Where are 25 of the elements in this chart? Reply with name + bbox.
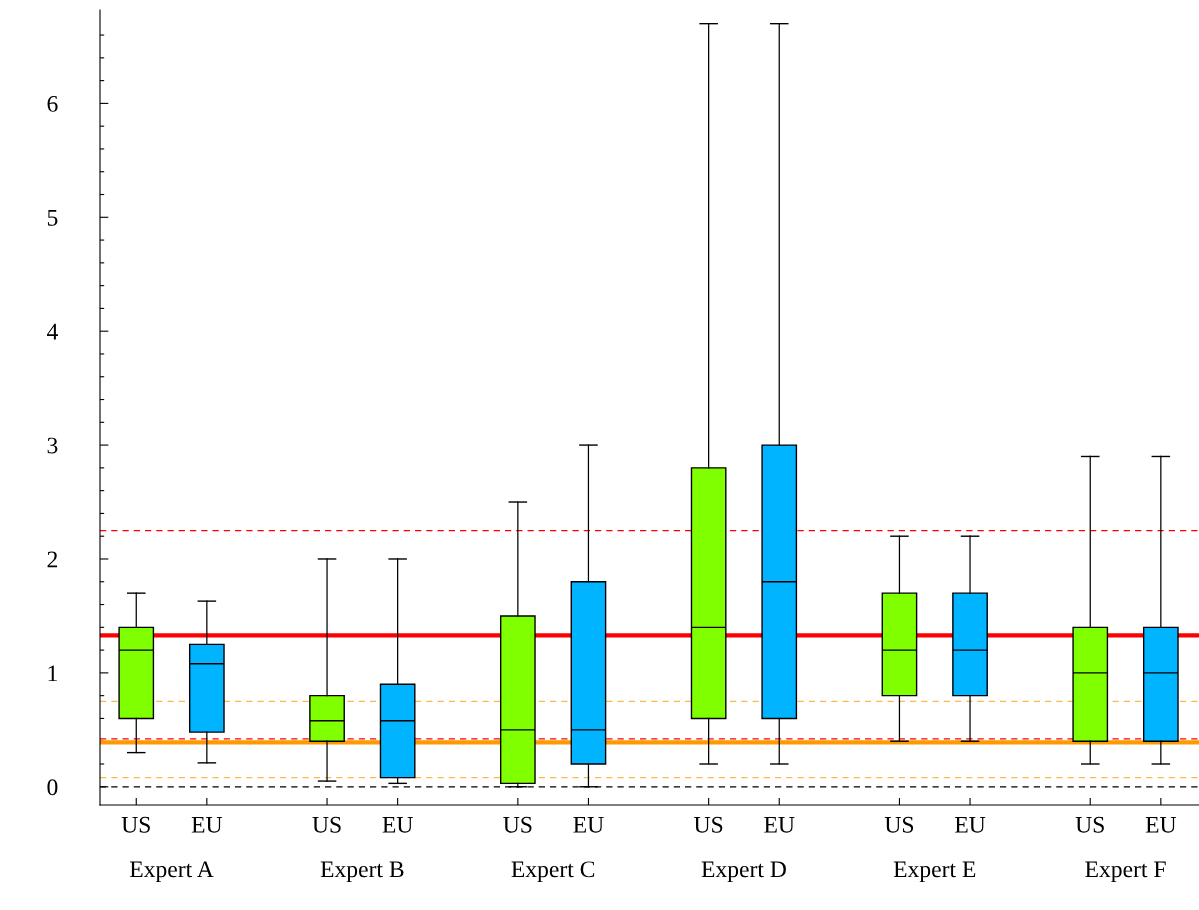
y-tick-label: 3 [47, 437, 58, 454]
text: US [312, 816, 341, 833]
text: EU [191, 817, 223, 833]
text: US [694, 816, 723, 833]
text: US [884, 816, 914, 833]
series-label: US [503, 816, 532, 833]
y-tick-label: 2 [47, 551, 58, 568]
text: EU [764, 817, 795, 833]
x-tick-label: Expert E [893, 861, 976, 883]
y-tick-label: 4 [46, 323, 58, 340]
x-tick-label: Expert F [1085, 861, 1166, 883]
x-tick-label: Expert D [701, 861, 786, 883]
text: EU [573, 817, 604, 833]
x-tick-label: Expert B [320, 861, 404, 883]
series-label: EU [382, 817, 413, 833]
text: US [1075, 816, 1104, 833]
y-tick-label: 1 [48, 665, 57, 682]
y-tick-label: 5 [47, 210, 58, 226]
text: EU [954, 817, 986, 833]
x-tick-label: Expert C [511, 861, 595, 883]
x-tick-label: Expert A [129, 861, 214, 883]
text: US [121, 816, 150, 833]
y-tick-label: 0 [47, 779, 58, 796]
y-tick-label: 6 [47, 95, 58, 112]
text: EU [1145, 817, 1177, 833]
